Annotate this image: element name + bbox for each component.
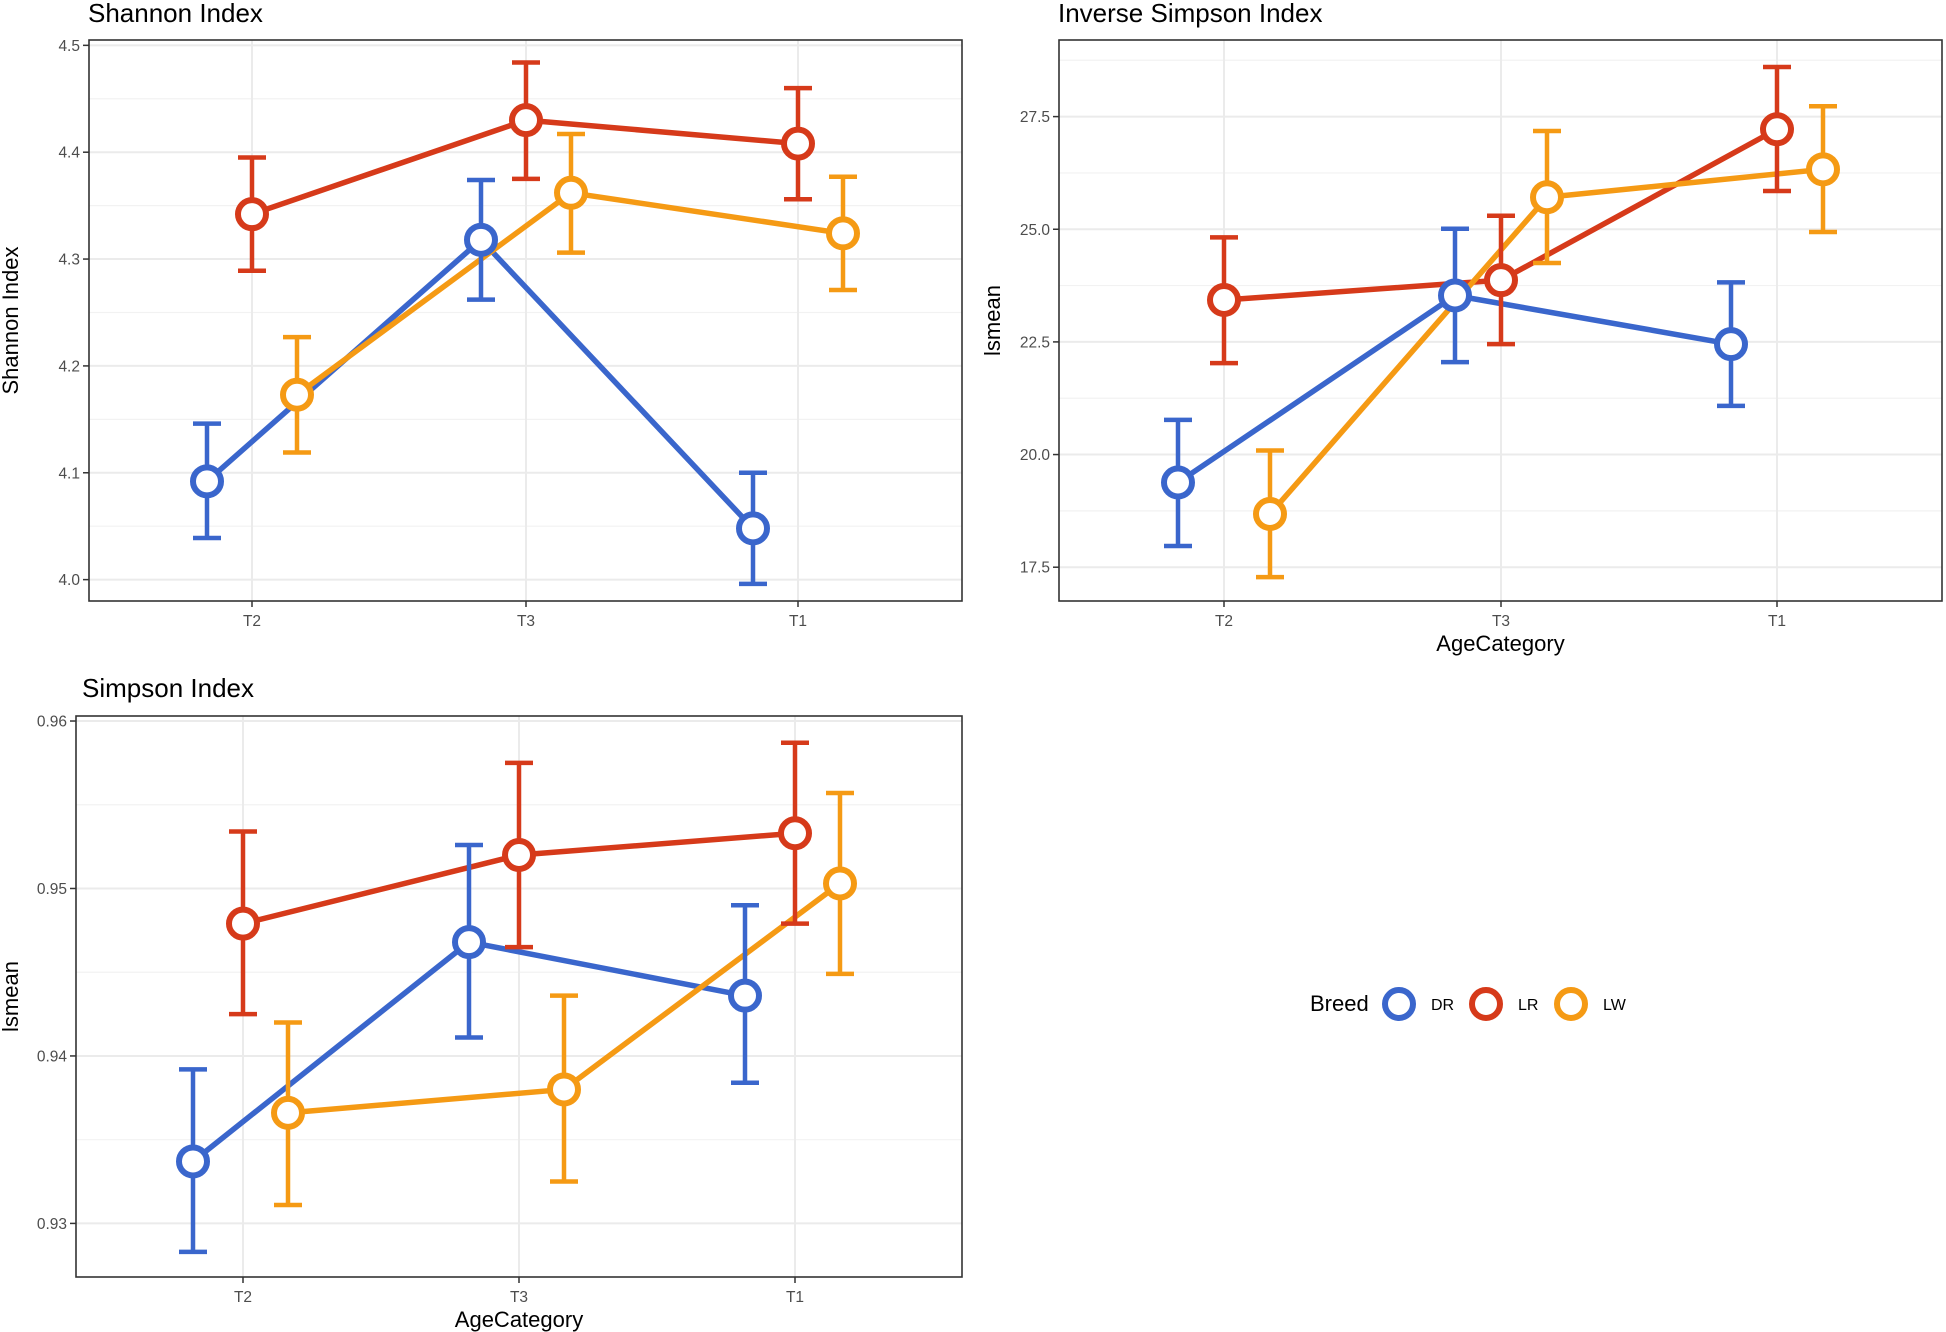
y-axis-label: lsmean — [0, 961, 23, 1032]
panel-title: Shannon Index — [88, 0, 263, 28]
point-lr — [781, 126, 815, 161]
point-dr — [728, 978, 762, 1013]
x-tick-label: T2 — [234, 1289, 252, 1306]
y-tick-label: 0.95 — [37, 881, 67, 898]
x-tick-label: T2 — [243, 613, 261, 630]
chart-panel-2: 17.5 20.0 22.5 25.0 27.5 T2 T3 T1 Inverse Simpso… — [980, 0, 1943, 656]
y-tick-label: 4.4 — [58, 145, 80, 162]
y-tick-label: 4.5 — [58, 38, 80, 55]
point-lr — [226, 906, 260, 941]
legend-key-lr — [1469, 987, 1503, 1021]
point-lw — [826, 216, 860, 251]
point-lw — [1253, 497, 1287, 532]
legend-label-lw: LW — [1603, 997, 1627, 1014]
y-tick-label: 25.0 — [1020, 222, 1051, 239]
x-tick-label: T1 — [786, 1289, 804, 1306]
panel-title: Simpson Index — [82, 673, 254, 703]
point-dr — [464, 222, 498, 257]
y-tick-label: 0.93 — [37, 1216, 67, 1233]
y-tick-label: 4.0 — [58, 572, 80, 589]
point-lw — [554, 175, 588, 210]
y-tick-label: 4.1 — [58, 465, 80, 482]
point-lw — [1530, 180, 1564, 215]
x-axis-label: AgeCategory — [1436, 631, 1564, 656]
panel-title: Inverse Simpson Index — [1058, 0, 1322, 28]
y-tick-label: 20.0 — [1020, 447, 1051, 464]
x-tick-label: T2 — [1215, 613, 1233, 630]
chart-panel-3: 0.93 0.94 0.95 0.96 T2 T3 T1 Simpson Index AgeCa… — [0, 673, 963, 1332]
point-dr — [1161, 465, 1195, 500]
point-lr — [1484, 263, 1518, 298]
x-tick-label: T1 — [789, 613, 807, 630]
point-dr — [176, 1144, 210, 1179]
point-dr — [190, 464, 224, 499]
y-tick-label: 0.96 — [37, 714, 67, 731]
y-tick-label: 22.5 — [1020, 334, 1050, 351]
point-dr — [736, 511, 770, 546]
point-lw — [271, 1095, 305, 1130]
y-tick-label: 27.5 — [1020, 109, 1050, 126]
y-tick-label: 0.94 — [37, 1048, 68, 1065]
x-tick-label: T1 — [1768, 613, 1786, 630]
legend-key-lw — [1554, 987, 1588, 1021]
legend-title: Breed — [1310, 991, 1369, 1016]
y-tick-label: 4.3 — [58, 252, 80, 269]
point-lw — [1806, 152, 1840, 187]
legend-label-dr: DR — [1431, 997, 1454, 1014]
point-lr — [509, 103, 543, 138]
point-lr — [235, 197, 269, 232]
legend-key-dr — [1382, 987, 1416, 1021]
legend: Breed DR LR LW — [1310, 987, 1627, 1021]
point-lw — [547, 1072, 581, 1107]
point-dr — [1438, 278, 1472, 313]
point-lw — [823, 866, 857, 901]
point-lr — [1760, 112, 1794, 147]
point-dr — [1714, 327, 1748, 362]
point-lr — [502, 837, 536, 872]
x-tick-label: T3 — [517, 613, 535, 630]
y-axis-label: Shannon Index — [0, 246, 23, 394]
x-axis-label: AgeCategory — [455, 1307, 583, 1332]
point-lw — [280, 377, 314, 412]
y-axis-label: lsmean — [980, 285, 1005, 356]
x-tick-label: T3 — [510, 1289, 528, 1306]
x-tick-label: T3 — [1492, 613, 1510, 630]
legend-label-lr: LR — [1518, 997, 1538, 1014]
point-lr — [1207, 282, 1241, 317]
point-dr — [452, 925, 486, 960]
y-tick-label: 17.5 — [1020, 560, 1050, 577]
point-lr — [778, 816, 812, 851]
y-tick-label: 4.2 — [58, 358, 80, 375]
chart-panel-1: 4.0 4.1 4.2 4.3 4.4 4.5 T2 T3 T1 Shannon Index Sha… — [0, 0, 963, 630]
